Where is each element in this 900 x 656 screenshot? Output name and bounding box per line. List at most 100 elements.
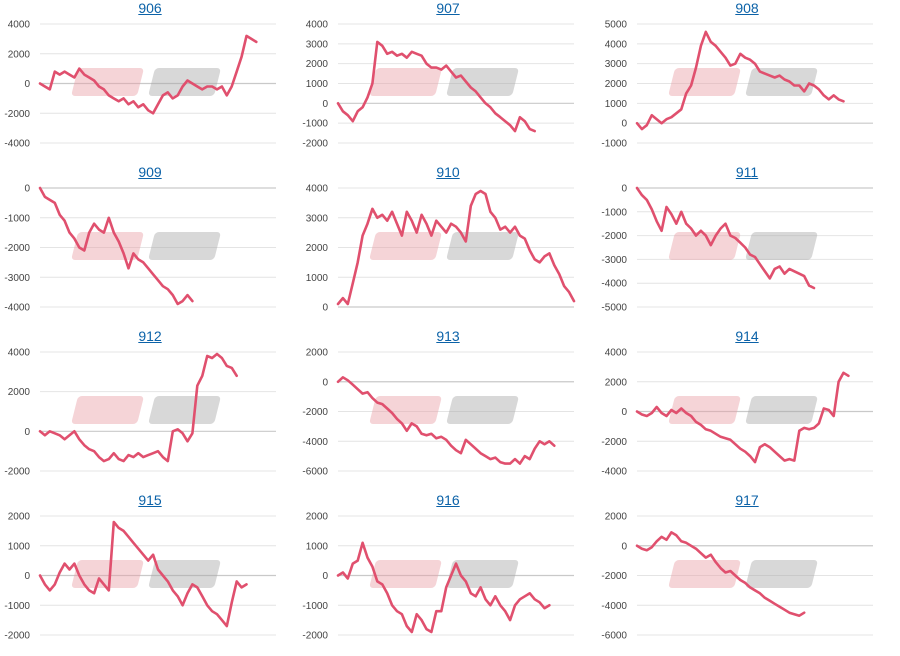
y-tick-label: 4000 bbox=[306, 184, 329, 195]
watermark-block-pink bbox=[71, 68, 144, 96]
watermark-block-gray bbox=[446, 68, 519, 96]
chart-panel-906: 906 4000 2000 0 -2000 -4000 bbox=[0, 0, 300, 164]
series-line bbox=[635, 186, 816, 290]
chart-panel-907: 907 4000 3000 2000 1000 0 -1000 -2000 bbox=[298, 0, 598, 164]
y-tick-label: 4000 bbox=[306, 20, 329, 31]
chart-panel-916: 916 2000 1000 0 -1000 -2000 bbox=[298, 492, 598, 656]
chart-title-link[interactable]: 908 bbox=[735, 0, 759, 16]
watermark-block-gray bbox=[446, 232, 519, 260]
y-tick-label: 4000 bbox=[8, 20, 31, 31]
chart-panel-911: 911 0 -1000 -2000 -3000 -4000 -5000 bbox=[597, 164, 897, 328]
y-tick-label: -4000 bbox=[601, 279, 627, 290]
chart-title-link[interactable]: 907 bbox=[436, 0, 460, 16]
series-line bbox=[336, 376, 556, 465]
watermark-block-pink bbox=[668, 232, 741, 260]
watermark-logo bbox=[71, 560, 221, 588]
watermark-logo bbox=[668, 560, 818, 588]
chart-title-link[interactable]: 912 bbox=[138, 328, 162, 344]
watermark-block-gray bbox=[148, 396, 221, 424]
y-tick-label: -1000 bbox=[302, 601, 328, 612]
watermark-block-gray bbox=[745, 68, 818, 96]
y-tick-label: 0 bbox=[24, 79, 30, 90]
y-tick-label: 0 bbox=[621, 119, 627, 130]
watermark-logo bbox=[369, 232, 519, 260]
series-line bbox=[336, 541, 551, 634]
chart-panel-914: 914 4000 2000 0 -2000 -4000 bbox=[597, 328, 897, 492]
watermark-block-pink bbox=[369, 232, 442, 260]
series-line bbox=[635, 371, 850, 464]
y-tick-label: 5000 bbox=[605, 20, 628, 31]
y-tick-label: -2000 bbox=[4, 109, 30, 120]
y-tick-label: 0 bbox=[322, 99, 328, 110]
y-tick-label: 0 bbox=[322, 571, 328, 582]
y-tick-label: -6000 bbox=[302, 467, 328, 478]
y-tick-label: 4000 bbox=[605, 39, 628, 50]
y-tick-label: -6000 bbox=[601, 631, 627, 642]
y-tick-label: 2000 bbox=[8, 512, 31, 523]
y-tick-label: -1000 bbox=[601, 139, 627, 150]
y-tick-label: -5000 bbox=[601, 303, 627, 314]
watermark-block-pink bbox=[668, 68, 741, 96]
series-line bbox=[38, 34, 258, 115]
y-tick-label: 2000 bbox=[605, 79, 628, 90]
y-tick-label: 3000 bbox=[605, 59, 628, 70]
watermark-logo bbox=[668, 232, 818, 260]
y-tick-label: 1000 bbox=[306, 541, 329, 552]
y-tick-label: 2000 bbox=[306, 348, 329, 359]
chart-panel-909: 909 0 -1000 -2000 -3000 -4000 bbox=[0, 164, 300, 328]
watermark-block-pink bbox=[668, 396, 741, 424]
line-chart-svg: 2000 1000 0 -1000 -2000 bbox=[302, 512, 574, 642]
y-tick-label: 0 bbox=[24, 571, 30, 582]
chart-title-link[interactable]: 909 bbox=[138, 164, 162, 180]
series-line bbox=[635, 531, 806, 617]
watermark-block-pink bbox=[668, 560, 741, 588]
y-tick-label: 4000 bbox=[8, 348, 31, 359]
y-tick-label: 2000 bbox=[8, 387, 31, 398]
y-tick-label: -2000 bbox=[302, 139, 328, 150]
line-chart-svg: 0 -1000 -2000 -3000 -4000 bbox=[4, 184, 276, 314]
chart-title-link[interactable]: 915 bbox=[138, 492, 162, 508]
y-tick-label: 0 bbox=[24, 427, 30, 438]
y-tick-label: -1000 bbox=[4, 213, 30, 224]
chart-title-link[interactable]: 917 bbox=[735, 492, 759, 508]
chart-title-link[interactable]: 906 bbox=[138, 0, 162, 16]
y-tick-label: -4000 bbox=[4, 303, 30, 314]
y-tick-label: 4000 bbox=[605, 348, 628, 359]
watermark-block-gray bbox=[745, 396, 818, 424]
watermark-logo bbox=[369, 396, 519, 424]
y-tick-label: 2000 bbox=[306, 512, 329, 523]
watermark-block-pink bbox=[71, 232, 144, 260]
series-line bbox=[336, 40, 536, 133]
chart-panel-915: 915 2000 1000 0 -1000 -2000 bbox=[0, 492, 300, 656]
y-tick-label: -2000 bbox=[601, 571, 627, 582]
watermark-block-pink bbox=[369, 560, 442, 588]
series-line bbox=[38, 186, 194, 306]
y-tick-label: -2000 bbox=[302, 631, 328, 642]
chart-panel-910: 910 4000 3000 2000 1000 0 bbox=[298, 164, 598, 328]
watermark-logo bbox=[71, 68, 221, 96]
y-tick-label: -2000 bbox=[4, 631, 30, 642]
y-tick-label: 0 bbox=[24, 184, 30, 195]
y-tick-label: -4000 bbox=[302, 437, 328, 448]
chart-title-link[interactable]: 914 bbox=[735, 328, 759, 344]
y-tick-label: -2000 bbox=[4, 467, 30, 478]
watermark-block-gray bbox=[148, 232, 221, 260]
watermark-block-pink bbox=[71, 560, 144, 588]
chart-title-link[interactable]: 916 bbox=[436, 492, 460, 508]
y-tick-label: 1000 bbox=[605, 99, 628, 110]
chart-title-link[interactable]: 913 bbox=[436, 328, 460, 344]
watermark-block-gray bbox=[148, 560, 221, 588]
chart-title-link[interactable]: 911 bbox=[735, 164, 759, 180]
line-chart-svg: 0 -1000 -2000 -3000 -4000 -5000 bbox=[601, 184, 873, 314]
watermark-block-pink bbox=[369, 396, 442, 424]
y-tick-label: 1000 bbox=[8, 541, 31, 552]
y-tick-label: 1000 bbox=[306, 273, 329, 284]
watermark-logo bbox=[71, 232, 221, 260]
y-tick-label: 0 bbox=[621, 407, 627, 418]
series-line bbox=[38, 520, 248, 628]
line-chart-svg: 2000 0 -2000 -4000 -6000 bbox=[601, 512, 873, 642]
y-tick-label: 0 bbox=[322, 303, 328, 314]
line-chart-svg: 4000 3000 2000 1000 0 -1000 -2000 bbox=[302, 20, 574, 150]
chart-title-link[interactable]: 910 bbox=[436, 164, 460, 180]
